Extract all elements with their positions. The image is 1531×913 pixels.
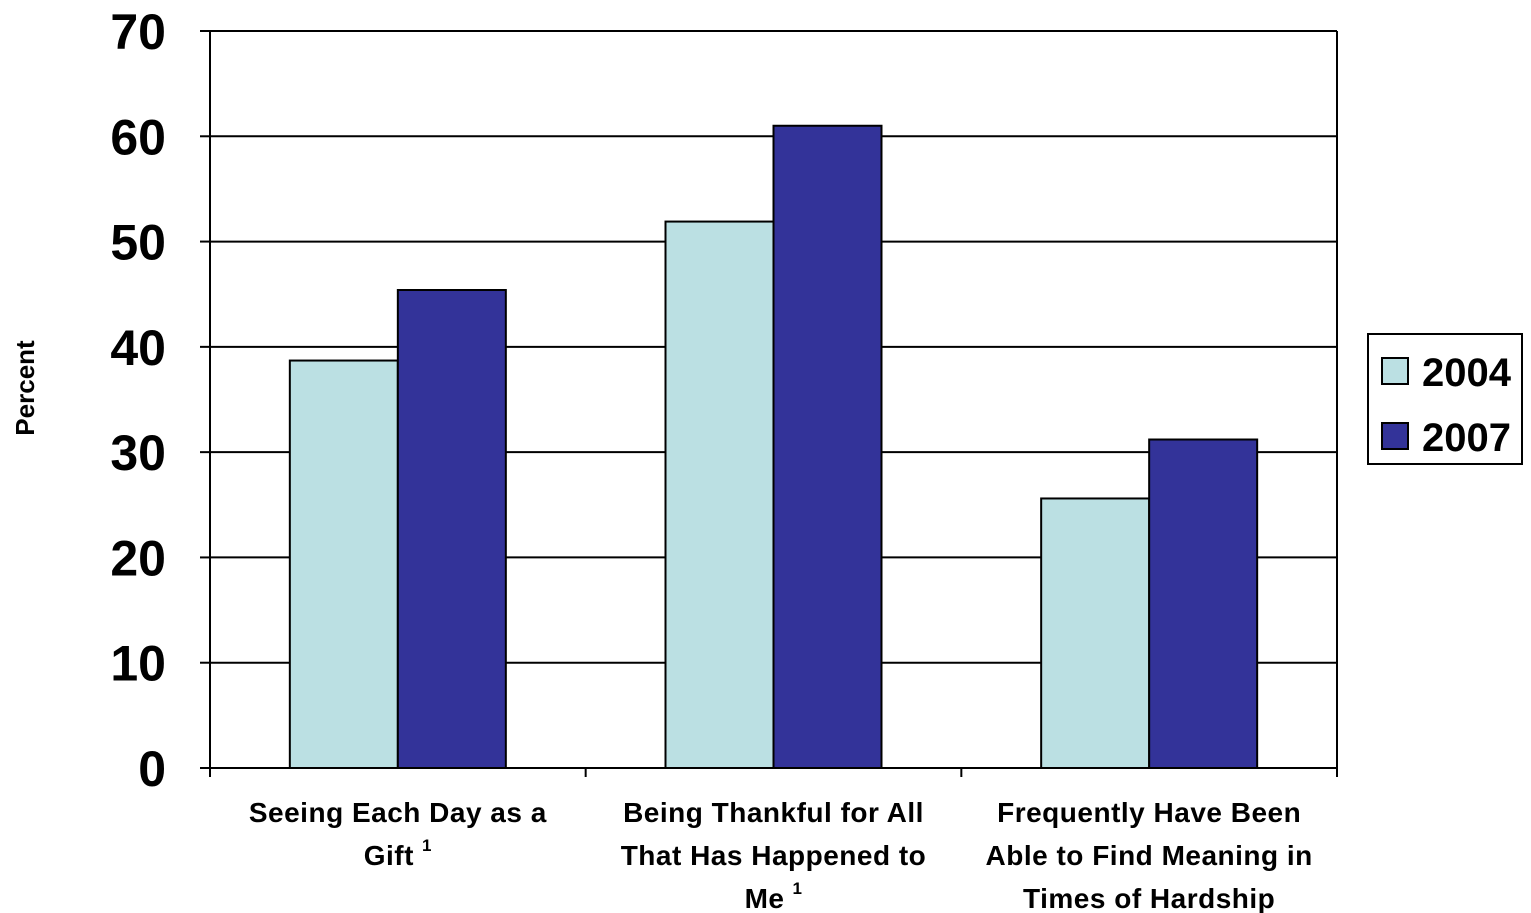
bar-2004-cat-1 bbox=[288, 359, 399, 769]
x-category-label-1-line-2: Gift 1 bbox=[364, 836, 432, 871]
y-tick-label-30: 30 bbox=[110, 425, 166, 481]
y-tick-labels: 0 10 20 30 40 50 60 70 bbox=[110, 4, 166, 797]
bar-2004-cat-2 bbox=[664, 220, 775, 769]
footnote-marker: 1 bbox=[422, 836, 432, 855]
y-axis-title: Percent bbox=[10, 340, 40, 436]
legend-label-2004: 2004 bbox=[1422, 351, 1512, 395]
footnote-marker: 1 bbox=[792, 879, 802, 898]
y-tick-label-70: 70 bbox=[110, 4, 166, 60]
bars bbox=[288, 124, 1259, 769]
x-category-label-3-line-1: Frequently Have Been bbox=[997, 797, 1301, 828]
x-category-label-3-line-3: Times of Hardship bbox=[1023, 883, 1275, 913]
y-tick-label-10: 10 bbox=[110, 636, 166, 692]
legend: 2004 2007 bbox=[1367, 333, 1523, 465]
x-category-label-2-line-3: Me 1 bbox=[745, 879, 803, 913]
bar-2007-cat-3 bbox=[1148, 438, 1259, 769]
y-tick-label-20: 20 bbox=[110, 530, 166, 586]
x-category-label-2-line-1: Being Thankful for All bbox=[623, 797, 924, 828]
bar-2007-cat-2 bbox=[772, 124, 883, 769]
axes bbox=[200, 30, 1338, 777]
bar-2004-cat-3 bbox=[1040, 497, 1151, 769]
y-tick-label-50: 50 bbox=[110, 215, 166, 271]
x-category-label-2-line-2: That Has Happened to bbox=[621, 840, 927, 871]
x-category-labels: Seeing Each Day as a Gift 1 Being Thankful … bbox=[249, 797, 1313, 913]
legend-swatch-2007 bbox=[1381, 422, 1409, 450]
legend-swatch-2004 bbox=[1381, 357, 1409, 385]
bar-2007-cat-1 bbox=[396, 289, 507, 769]
y-tick-label-60: 60 bbox=[110, 109, 166, 165]
legend-label-2007: 2007 bbox=[1422, 416, 1511, 460]
y-tick-label-0: 0 bbox=[138, 741, 166, 797]
x-category-label-1-line-1: Seeing Each Day as a bbox=[249, 797, 547, 828]
y-tick-label-40: 40 bbox=[110, 320, 166, 376]
x-category-label-3-line-2: Able to Find Meaning in bbox=[986, 840, 1313, 871]
